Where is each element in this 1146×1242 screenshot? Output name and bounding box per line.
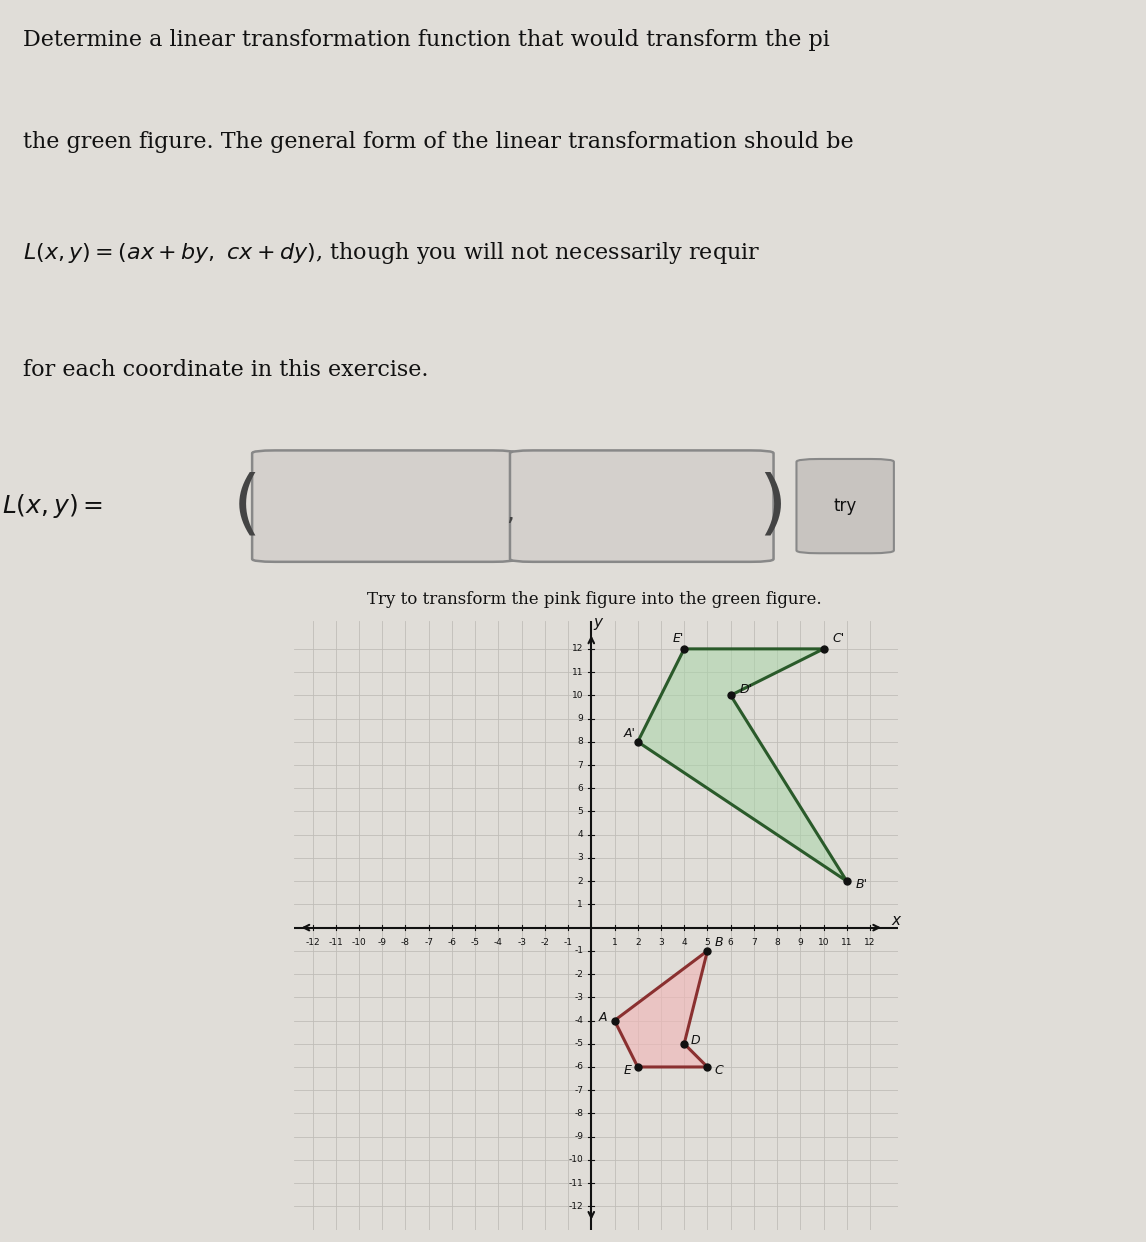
Text: 4: 4: [682, 938, 686, 948]
Text: -9: -9: [378, 938, 386, 948]
Text: -7: -7: [424, 938, 433, 948]
Text: -10: -10: [568, 1155, 583, 1165]
Text: y: y: [594, 615, 603, 630]
Text: ,: ,: [507, 502, 513, 525]
Polygon shape: [637, 648, 847, 881]
Text: -3: -3: [574, 992, 583, 1002]
Text: -12: -12: [305, 938, 320, 948]
Text: 5: 5: [578, 807, 583, 816]
Text: -10: -10: [352, 938, 367, 948]
Text: -11: -11: [568, 1179, 583, 1187]
Text: 2: 2: [578, 877, 583, 886]
FancyBboxPatch shape: [796, 460, 894, 553]
Text: -4: -4: [574, 1016, 583, 1025]
Text: 11: 11: [572, 668, 583, 677]
Text: -1: -1: [574, 946, 583, 955]
Text: 1: 1: [612, 938, 618, 948]
Text: 9: 9: [578, 714, 583, 723]
Text: 3: 3: [578, 853, 583, 862]
Text: 6: 6: [578, 784, 583, 792]
Text: $L(x, y) = (ax + by,\ cx + dy)$, though you will not necessarily requir: $L(x, y) = (ax + by,\ cx + dy)$, though …: [23, 241, 760, 267]
Text: 10: 10: [818, 938, 830, 948]
Text: -2: -2: [574, 970, 583, 979]
Text: 11: 11: [841, 938, 853, 948]
Text: Try to transform the pink figure into the green figure.: Try to transform the pink figure into th…: [367, 591, 822, 607]
Text: 10: 10: [572, 691, 583, 699]
Polygon shape: [614, 951, 707, 1067]
Text: 4: 4: [578, 830, 583, 840]
Text: E': E': [673, 632, 684, 645]
Text: C: C: [714, 1064, 723, 1077]
Text: Determine a linear transformation function that would transform the pi: Determine a linear transformation functi…: [23, 30, 830, 51]
Text: 5: 5: [705, 938, 711, 948]
Text: -5: -5: [471, 938, 480, 948]
Text: -5: -5: [574, 1040, 583, 1048]
Text: -12: -12: [568, 1202, 583, 1211]
Text: 12: 12: [572, 645, 583, 653]
Text: 9: 9: [798, 938, 803, 948]
Text: 8: 8: [775, 938, 780, 948]
Text: 3: 3: [658, 938, 664, 948]
Text: B': B': [856, 878, 868, 891]
Text: D': D': [740, 683, 753, 696]
FancyBboxPatch shape: [252, 451, 516, 561]
Text: E: E: [623, 1064, 631, 1077]
Text: -4: -4: [494, 938, 503, 948]
Text: 6: 6: [728, 938, 733, 948]
Text: for each coordinate in this exercise.: for each coordinate in this exercise.: [23, 359, 429, 381]
Text: try: try: [833, 497, 857, 515]
Text: -8: -8: [401, 938, 410, 948]
Text: -2: -2: [541, 938, 549, 948]
Text: -3: -3: [517, 938, 526, 948]
Text: 8: 8: [578, 738, 583, 746]
Text: ): ): [759, 472, 786, 540]
Text: 7: 7: [578, 760, 583, 770]
Text: -6: -6: [447, 938, 456, 948]
Text: 12: 12: [864, 938, 876, 948]
Text: 7: 7: [751, 938, 756, 948]
FancyBboxPatch shape: [510, 451, 774, 561]
Text: D: D: [691, 1033, 701, 1047]
Text: A: A: [598, 1011, 606, 1023]
Text: 2: 2: [635, 938, 641, 948]
Text: the green figure. The general form of the linear transformation should be: the green figure. The general form of th…: [23, 130, 854, 153]
Text: $L(x, y) =$: $L(x, y) =$: [2, 492, 103, 520]
Text: -11: -11: [329, 938, 343, 948]
Text: 1: 1: [578, 900, 583, 909]
Text: C': C': [833, 632, 845, 645]
Text: (: (: [233, 472, 260, 540]
Text: -7: -7: [574, 1086, 583, 1094]
Text: x: x: [890, 913, 900, 928]
Text: -8: -8: [574, 1109, 583, 1118]
Text: -6: -6: [574, 1062, 583, 1072]
Text: -9: -9: [574, 1133, 583, 1141]
Text: B: B: [714, 936, 723, 949]
Text: A': A': [623, 727, 636, 740]
Text: -1: -1: [564, 938, 573, 948]
